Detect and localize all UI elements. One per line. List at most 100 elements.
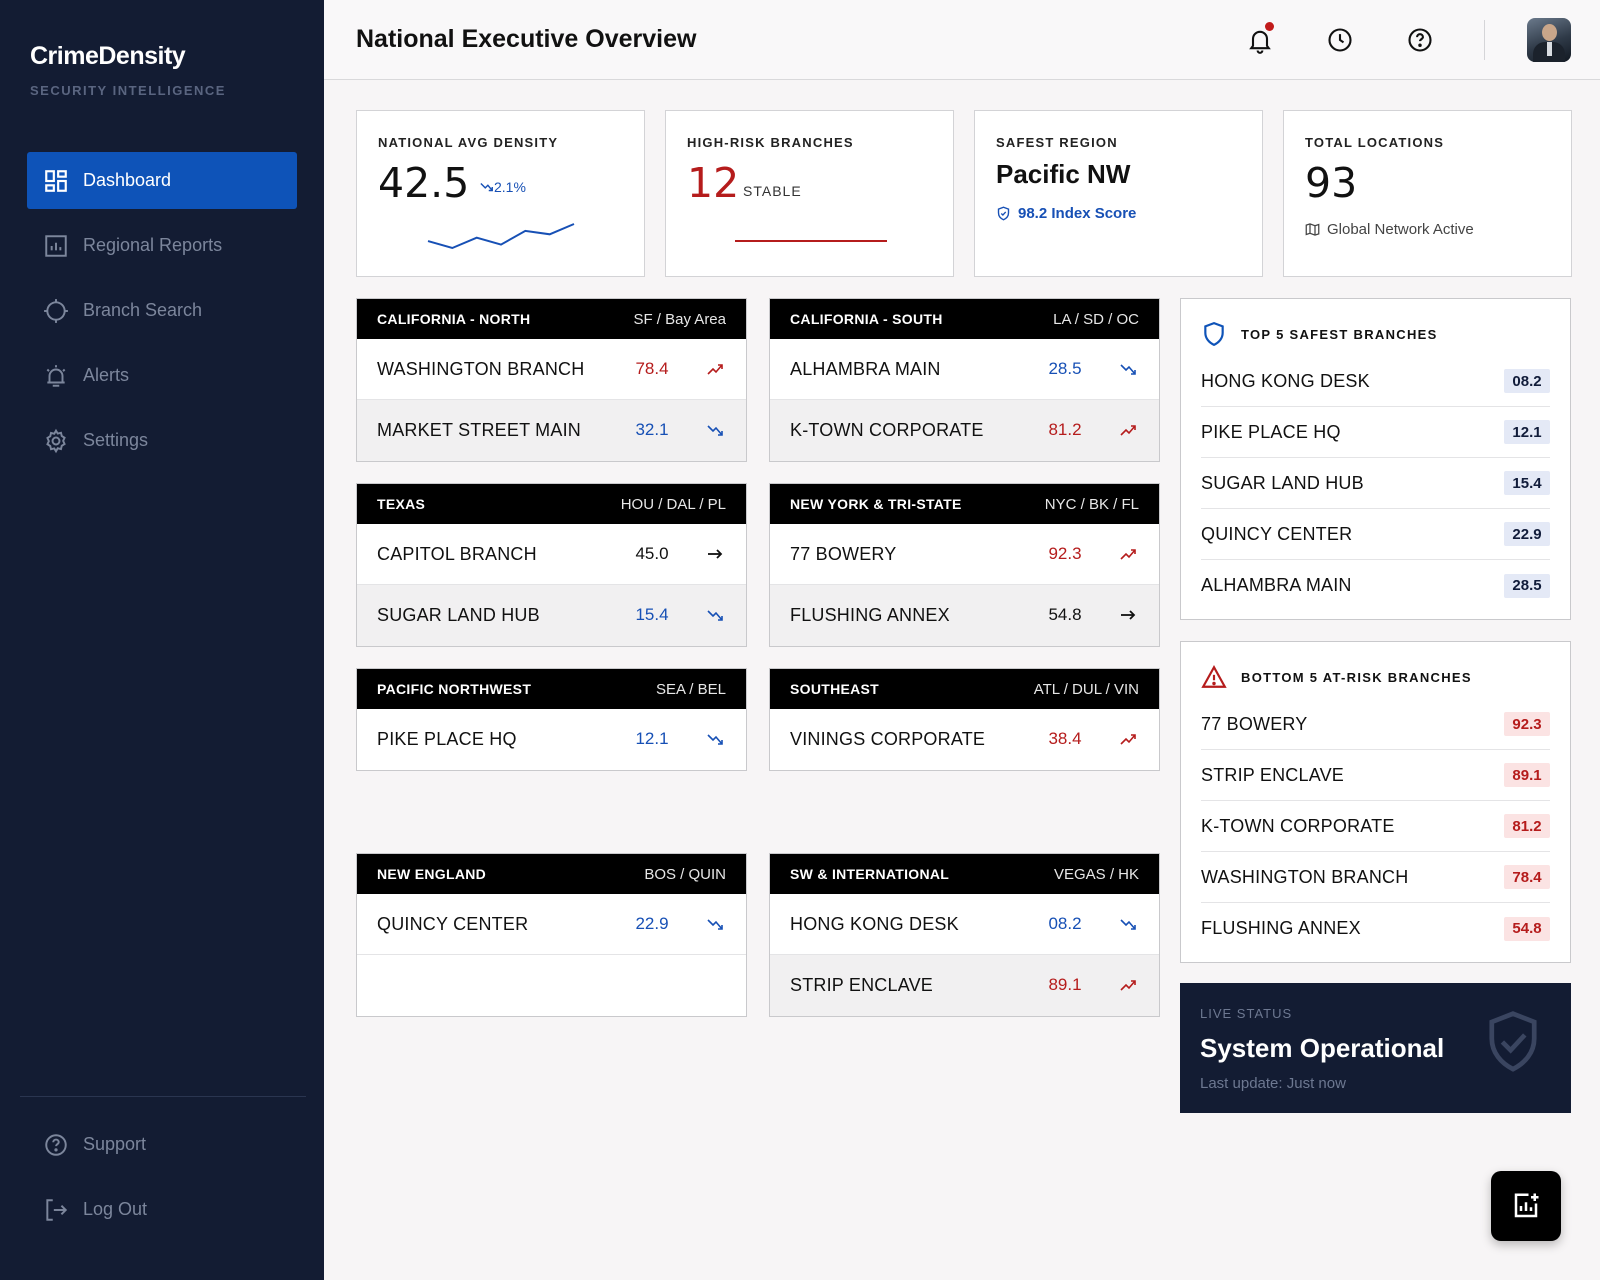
kpi-value: Pacific NW bbox=[996, 159, 1131, 189]
ranked-branch-item[interactable]: FLUSHING ANNEX 54.8 bbox=[1201, 903, 1550, 954]
branch-row[interactable]: SUGAR LAND HUB 15.4 bbox=[357, 585, 746, 646]
brand-logo[interactable]: CrimeDensity bbox=[30, 42, 186, 70]
sidebar-item-branch-search[interactable]: Branch Search bbox=[27, 282, 297, 339]
report-fab-button[interactable] bbox=[1491, 1171, 1561, 1241]
sidebar-item-support[interactable]: Support bbox=[27, 1116, 297, 1173]
region-header: NEW ENGLAND BOS / QUIN bbox=[357, 854, 746, 894]
avatar[interactable] bbox=[1527, 18, 1571, 62]
branch-row[interactable]: VININGS CORPORATE 38.4 bbox=[770, 709, 1159, 770]
density-badge: 28.5 bbox=[1504, 573, 1550, 598]
ranked-branch-name: PIKE PLACE HQ bbox=[1201, 421, 1341, 442]
trend-up-icon bbox=[705, 359, 725, 379]
region-header: NEW YORK & TRI-STATE NYC / BK / FL bbox=[770, 484, 1159, 524]
kpi-delta: 2.1% bbox=[480, 179, 526, 195]
branch-density-value: 08.2 bbox=[1048, 914, 1082, 933]
kpi-total-locations: TOTAL LOCATIONS 93 Global Network Active bbox=[1283, 110, 1572, 277]
kpi-network-status: Global Network Active bbox=[1305, 221, 1474, 238]
branch-density-value: 22.9 bbox=[635, 914, 669, 933]
panel-title: TOP 5 SAFEST BRANCHES bbox=[1201, 321, 1438, 347]
kpi-value: 93 bbox=[1305, 159, 1358, 207]
branch-density-value: 38.4 bbox=[1048, 729, 1082, 748]
region-code: ATL / DUL / VIN bbox=[1033, 680, 1139, 698]
branch-name: CAPITOL BRANCH bbox=[377, 544, 537, 564]
branch-row[interactable]: HONG KONG DESK 08.2 bbox=[770, 894, 1159, 955]
ranked-branch-item[interactable]: PIKE PLACE HQ 12.1 bbox=[1201, 407, 1550, 458]
ranked-branch-item[interactable]: ALHAMBRA MAIN 28.5 bbox=[1201, 560, 1550, 611]
sidebar-divider bbox=[20, 1096, 306, 1097]
branch-row[interactable]: MARKET STREET MAIN 32.1 bbox=[357, 400, 746, 461]
ranked-branch-item[interactable]: K-TOWN CORPORATE 81.2 bbox=[1201, 801, 1550, 852]
kpi-label: SAFEST REGION bbox=[996, 135, 1118, 150]
gear-icon bbox=[43, 428, 69, 454]
branch-name: QUINCY CENTER bbox=[377, 914, 529, 934]
sidebar: CrimeDensity SECURITY INTELLIGENCE Dashb… bbox=[0, 0, 324, 1280]
notification-dot bbox=[1265, 22, 1274, 31]
region-code: SEA / BEL bbox=[655, 680, 726, 698]
branch-row[interactable]: WASHINGTON BRANCH 78.4 bbox=[357, 339, 746, 400]
branch-name: STRIP ENCLAVE bbox=[790, 975, 933, 995]
branch-row[interactable]: CAPITOL BRANCH 45.0 bbox=[357, 524, 746, 585]
region-code: VEGAS / HK bbox=[1053, 865, 1139, 883]
branch-name: FLUSHING ANNEX bbox=[790, 605, 950, 625]
ranked-branch-item[interactable]: SUGAR LAND HUB 15.4 bbox=[1201, 458, 1550, 509]
sidebar-item-logout[interactable]: Log Out bbox=[27, 1181, 297, 1238]
sidebar-item-label: Alerts bbox=[83, 365, 130, 385]
ranked-branch-item[interactable]: HONG KONG DESK 08.2 bbox=[1201, 356, 1550, 407]
live-status-card: LIVE STATUS System Operational Last upda… bbox=[1180, 983, 1571, 1113]
ranked-branch-item[interactable]: STRIP ENCLAVE 89.1 bbox=[1201, 750, 1550, 801]
density-badge: 54.8 bbox=[1504, 916, 1550, 941]
region-code: HOU / DAL / PL bbox=[620, 495, 726, 513]
trend-up-icon bbox=[1118, 420, 1138, 440]
density-badge: 12.1 bbox=[1504, 420, 1550, 444]
ranked-branch-name: SUGAR LAND HUB bbox=[1201, 472, 1364, 493]
region-card: NEW YORK & TRI-STATE NYC / BK / FL 77 BOWE… bbox=[769, 483, 1160, 647]
notifications-button[interactable] bbox=[1244, 22, 1276, 56]
brand-tagline: SECURITY INTELLIGENCE bbox=[30, 83, 226, 98]
branch-row[interactable]: PIKE PLACE HQ 12.1 bbox=[357, 709, 746, 770]
region-name: PACIFIC NORTHWEST bbox=[377, 681, 532, 697]
branch-name: HONG KONG DESK bbox=[790, 914, 959, 934]
sidebar-item-label: Support bbox=[83, 1134, 147, 1154]
region-name: SOUTHEAST bbox=[790, 681, 880, 697]
branch-row[interactable]: 77 BOWERY 92.3 bbox=[770, 524, 1159, 585]
ranked-branch-item[interactable]: WASHINGTON BRANCH 78.4 bbox=[1201, 852, 1550, 903]
ranked-branch-name: QUINCY CENTER bbox=[1201, 523, 1353, 544]
density-badge: 92.3 bbox=[1504, 712, 1550, 736]
kpi-value: 12 bbox=[687, 159, 740, 207]
trend-down-icon bbox=[705, 605, 725, 625]
branch-row[interactable]: QUINCY CENTER 22.9 bbox=[357, 894, 746, 955]
sidebar-item-settings[interactable]: Settings bbox=[27, 412, 297, 469]
region-card: CALIFORNIA - NORTH SF / Bay Area WASHINGTO… bbox=[356, 298, 747, 462]
trend-flat-icon bbox=[1118, 605, 1138, 625]
branch-row[interactable]: ALHAMBRA MAIN 28.5 bbox=[770, 339, 1159, 400]
status-title: System Operational bbox=[1200, 1033, 1445, 1063]
trend-flat-icon bbox=[705, 544, 725, 564]
ranked-branch-item[interactable]: 77 BOWERY 92.3 bbox=[1201, 699, 1550, 750]
ranked-branch-item[interactable]: QUINCY CENTER 22.9 bbox=[1201, 509, 1550, 560]
kpi-high-risk-branches: HIGH-RISK BRANCHES 12 STABLE bbox=[665, 110, 954, 277]
sidebar-item-alerts[interactable]: Alerts bbox=[27, 347, 297, 404]
kpi-label: HIGH-RISK BRANCHES bbox=[687, 135, 854, 150]
page-title: National Executive Overview bbox=[356, 25, 697, 53]
density-badge: 08.2 bbox=[1504, 369, 1550, 393]
branch-row[interactable]: K-TOWN CORPORATE 81.2 bbox=[770, 400, 1159, 461]
branch-density-value: 89.1 bbox=[1048, 975, 1082, 994]
region-header: SOUTHEAST ATL / DUL / VIN bbox=[770, 669, 1159, 709]
branch-row[interactable]: STRIP ENCLAVE 89.1 bbox=[770, 955, 1159, 1016]
sidebar-item-dashboard[interactable]: Dashboard bbox=[27, 152, 297, 209]
help-button[interactable] bbox=[1404, 24, 1436, 56]
status-label: LIVE STATUS bbox=[1200, 1006, 1293, 1021]
sidebar-item-regional-reports[interactable]: Regional Reports bbox=[27, 217, 297, 274]
region-card: PACIFIC NORTHWEST SEA / BEL PIKE PLACE HQ 1… bbox=[356, 668, 747, 771]
region-code: LA / SD / OC bbox=[1053, 310, 1139, 328]
branch-name: 77 BOWERY bbox=[790, 544, 897, 564]
region-card: TEXAS HOU / DAL / PL CAPITOL BRANCH 45.0 SUG… bbox=[356, 483, 747, 647]
region-header: SW & INTERNATIONAL VEGAS / HK bbox=[770, 854, 1159, 894]
ranked-branch-name: WASHINGTON BRANCH bbox=[1201, 866, 1409, 887]
history-button[interactable] bbox=[1324, 24, 1356, 56]
ranked-branch-name: STRIP ENCLAVE bbox=[1201, 764, 1344, 785]
branch-name: K-TOWN CORPORATE bbox=[790, 420, 984, 440]
sidebar-item-label: Branch Search bbox=[83, 300, 203, 320]
branch-row[interactable]: FLUSHING ANNEX 54.8 bbox=[770, 585, 1159, 646]
sparkline-path bbox=[427, 223, 575, 250]
